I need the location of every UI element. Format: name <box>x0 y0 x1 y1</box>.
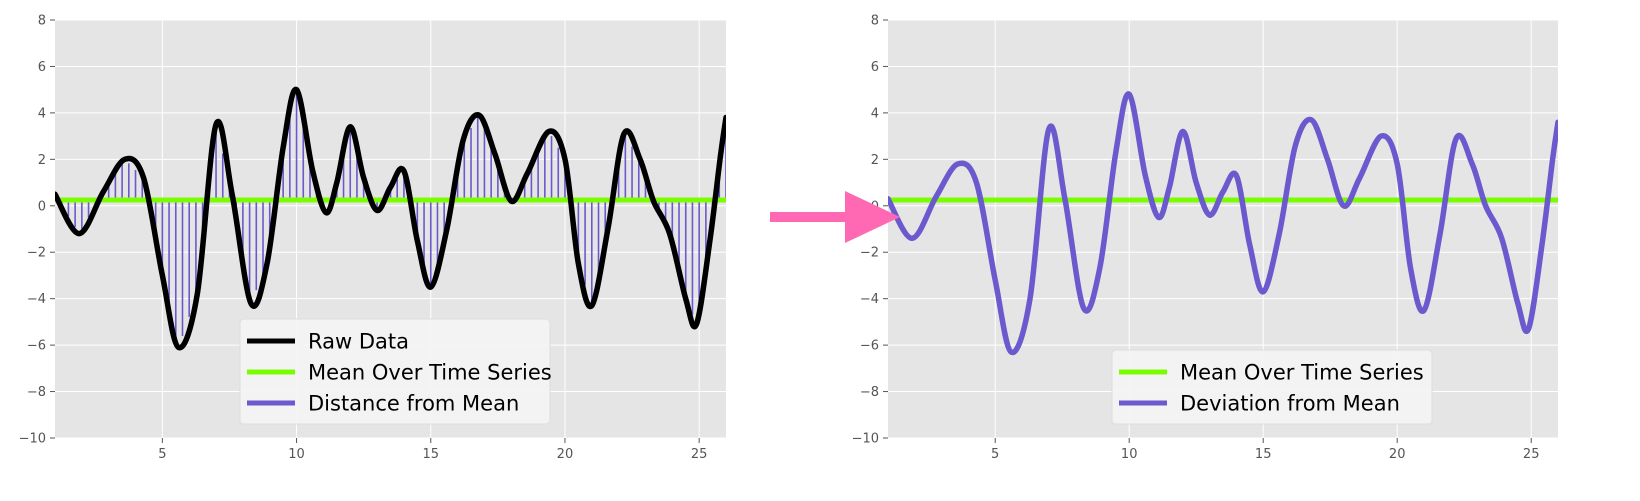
legend-box <box>239 318 551 425</box>
y-tick-label: −4 <box>27 292 46 307</box>
y-tick-label: −6 <box>27 339 46 354</box>
legend-box <box>1111 349 1433 425</box>
y-tick-label: 4 <box>38 106 46 121</box>
plot-area <box>55 86 726 351</box>
y-tick-label: −8 <box>860 385 879 400</box>
x-tick-label: 25 <box>691 447 708 462</box>
legend-label: Deviation from Mean <box>1180 392 1400 416</box>
y-tick-label: 2 <box>38 153 46 168</box>
y-tick-label: −2 <box>27 246 46 261</box>
y-tick-label: 4 <box>871 106 879 121</box>
y-tick-label: −8 <box>27 385 46 400</box>
x-tick-label: 5 <box>158 447 166 462</box>
y-tick-label: −4 <box>860 292 879 307</box>
legend: Raw Data Mean Over Time Series Distance fr… <box>239 318 552 425</box>
y-tick-label: 8 <box>871 14 879 29</box>
y-tick-label: 6 <box>871 60 879 75</box>
x-tick-label: 20 <box>1389 447 1406 462</box>
x-tick-label: 25 <box>1523 447 1540 462</box>
y-tick-label: −10 <box>852 432 879 447</box>
legend-label: Raw Data <box>308 330 409 354</box>
y-tick-label: −2 <box>860 246 879 261</box>
legend-label: Mean Over Time Series <box>308 361 552 385</box>
plot-area <box>888 91 1558 356</box>
legend: Mean Over Time Series Deviation from Mean <box>1111 349 1433 425</box>
x-tick-label: 10 <box>1121 447 1138 462</box>
x-tick-label: 20 <box>557 447 574 462</box>
right-arrow-icon <box>770 191 900 243</box>
x-tick-label: 10 <box>288 447 305 462</box>
y-tick-label: 2 <box>871 153 879 168</box>
x-tick-label: 5 <box>991 447 999 462</box>
x-tick-label: 15 <box>1255 447 1272 462</box>
y-tick-label: 0 <box>38 199 46 214</box>
y-tick-label: −10 <box>19 432 46 447</box>
y-tick-label: −6 <box>860 339 879 354</box>
arrow-head <box>845 191 900 243</box>
arrow-shaft <box>770 212 850 222</box>
y-tick-label: 8 <box>38 14 46 29</box>
deviation-line <box>888 91 1558 356</box>
legend-label: Distance from Mean <box>308 392 519 416</box>
legend-label: Mean Over Time Series <box>1180 361 1424 385</box>
raw-data-line <box>55 86 726 351</box>
x-tick-label: 15 <box>422 447 439 462</box>
y-tick-label: 6 <box>38 60 46 75</box>
